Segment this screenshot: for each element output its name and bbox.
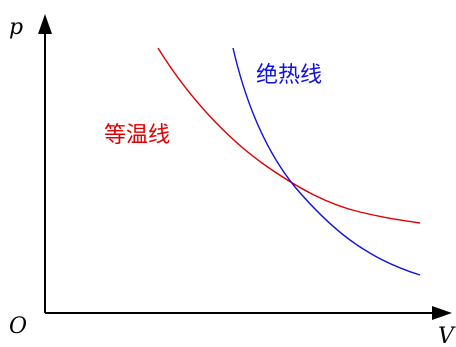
axis-y-label: p bbox=[9, 15, 23, 40]
origin-label: O bbox=[9, 314, 27, 339]
adiabatic-label: 绝热线 bbox=[256, 63, 322, 88]
isothermal-label: 等温线 bbox=[104, 123, 170, 148]
adiabatic-curve bbox=[232, 47, 421, 276]
y-axis-arrowhead bbox=[38, 14, 52, 34]
axis-x-label: V bbox=[438, 324, 456, 347]
x-axis-arrowhead bbox=[432, 306, 452, 320]
